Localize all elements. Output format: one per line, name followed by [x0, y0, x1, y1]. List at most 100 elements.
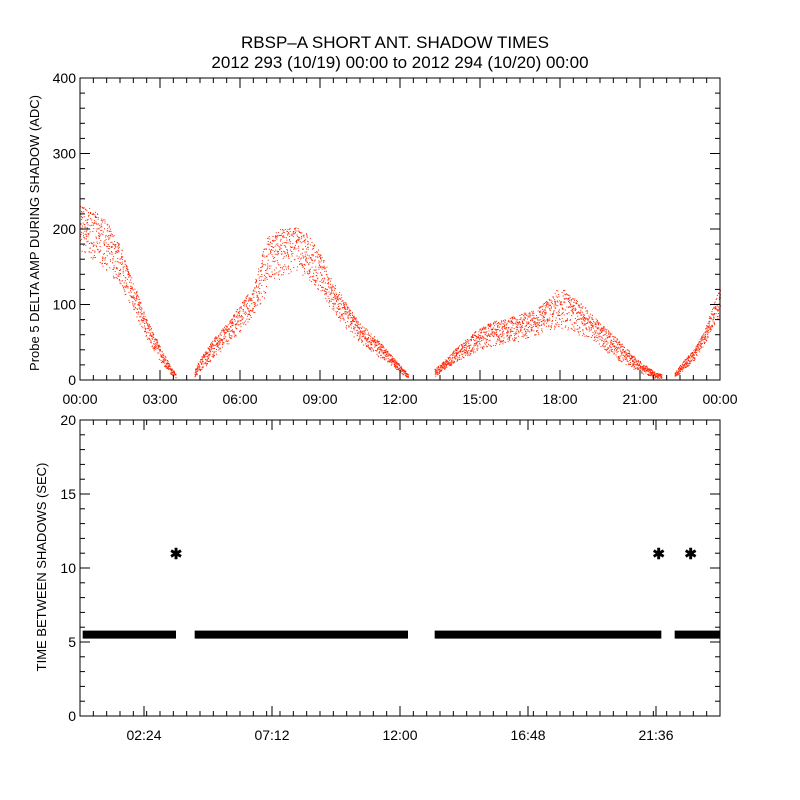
data-point: [302, 264, 304, 265]
data-point: [307, 246, 309, 248]
data-point: [566, 319, 568, 321]
data-point: [515, 332, 517, 334]
data-point: [677, 373, 679, 375]
data-point: [384, 350, 385, 352]
data-point: [462, 342, 464, 344]
data-point: [529, 316, 531, 318]
data-point: [325, 288, 327, 290]
data-point: [556, 322, 558, 324]
data-point: [257, 287, 259, 289]
data-point: [256, 280, 257, 281]
data-point: [124, 290, 126, 292]
data-point: [375, 341, 377, 343]
data-point: [144, 327, 146, 329]
data-point: [365, 328, 367, 330]
data-point: [149, 335, 151, 337]
data-point: [101, 258, 103, 260]
data-point: [537, 310, 539, 312]
data-point: [357, 340, 359, 342]
data-point: [468, 340, 470, 342]
data-point: [705, 337, 707, 339]
data-point: [534, 323, 536, 325]
data-point: [460, 344, 462, 345]
data-point: [246, 295, 248, 297]
data-point: [548, 304, 550, 306]
data-point: [347, 318, 349, 319]
data-point: [357, 323, 359, 325]
top-x-tick-label: 09:00: [302, 391, 337, 407]
data-point: [622, 350, 624, 352]
data-point: [242, 310, 244, 312]
data-point: [312, 248, 313, 250]
data-point: [603, 342, 605, 344]
data-point: [298, 256, 300, 258]
data-point: [468, 348, 470, 349]
data-point: [602, 328, 604, 329]
data-point: [629, 354, 631, 356]
data-point: [627, 355, 629, 357]
data-point: [128, 274, 130, 275]
data-point: [683, 360, 685, 362]
data-point: [642, 366, 644, 368]
data-point: [293, 228, 295, 230]
data-point: [717, 310, 719, 312]
data-point: [596, 337, 598, 338]
data-point: [94, 216, 96, 218]
data-point: [674, 374, 676, 376]
data-point: [618, 356, 620, 358]
data-point: [517, 326, 519, 328]
data-point: [85, 244, 87, 246]
data-point: [374, 339, 376, 341]
data-point: [470, 352, 472, 354]
data-point: [81, 211, 83, 212]
data-point: [289, 227, 291, 229]
data-point: [351, 323, 353, 325]
data-point: [515, 331, 517, 333]
data-point: [106, 263, 108, 265]
data-point: [285, 246, 287, 248]
data-point: [323, 289, 325, 291]
data-point: [654, 373, 656, 375]
data-point: [298, 231, 300, 233]
data-point: [270, 276, 272, 278]
data-point: [82, 217, 84, 219]
data-point: [219, 344, 221, 346]
data-point: [534, 317, 536, 319]
data-point: [456, 360, 458, 362]
data-point: [677, 370, 679, 372]
data-point: [360, 323, 361, 325]
data-point: [637, 367, 639, 369]
top-y-tick-label: 300: [53, 146, 77, 162]
data-point: [108, 234, 110, 236]
data-point: [517, 322, 519, 324]
data-point: [136, 298, 137, 300]
data-point: [686, 362, 688, 364]
data-point: [511, 330, 513, 332]
data-point: [387, 360, 389, 362]
data-point: [309, 238, 311, 240]
data-point: [538, 322, 540, 324]
data-point: [97, 249, 99, 251]
data-point: [248, 308, 249, 310]
data-point: [436, 370, 438, 372]
data-point: [403, 371, 405, 373]
data-point: [298, 236, 300, 238]
data-point: [484, 334, 486, 336]
data-point: [99, 234, 101, 236]
data-point: [525, 332, 527, 334]
data-point: [521, 336, 523, 337]
data-point: [624, 347, 625, 348]
data-point: [270, 252, 272, 254]
data-point: [87, 224, 89, 226]
data-point: [321, 260, 323, 262]
data-point: [457, 357, 459, 359]
data-point: [712, 325, 713, 327]
data-point: [250, 299, 252, 301]
data-point: [653, 372, 655, 374]
data-point: [679, 370, 681, 372]
data-point: [616, 338, 618, 340]
data-point: [678, 368, 680, 370]
data-point: [219, 341, 221, 343]
data-point: [682, 362, 684, 364]
data-point: [544, 314, 546, 316]
